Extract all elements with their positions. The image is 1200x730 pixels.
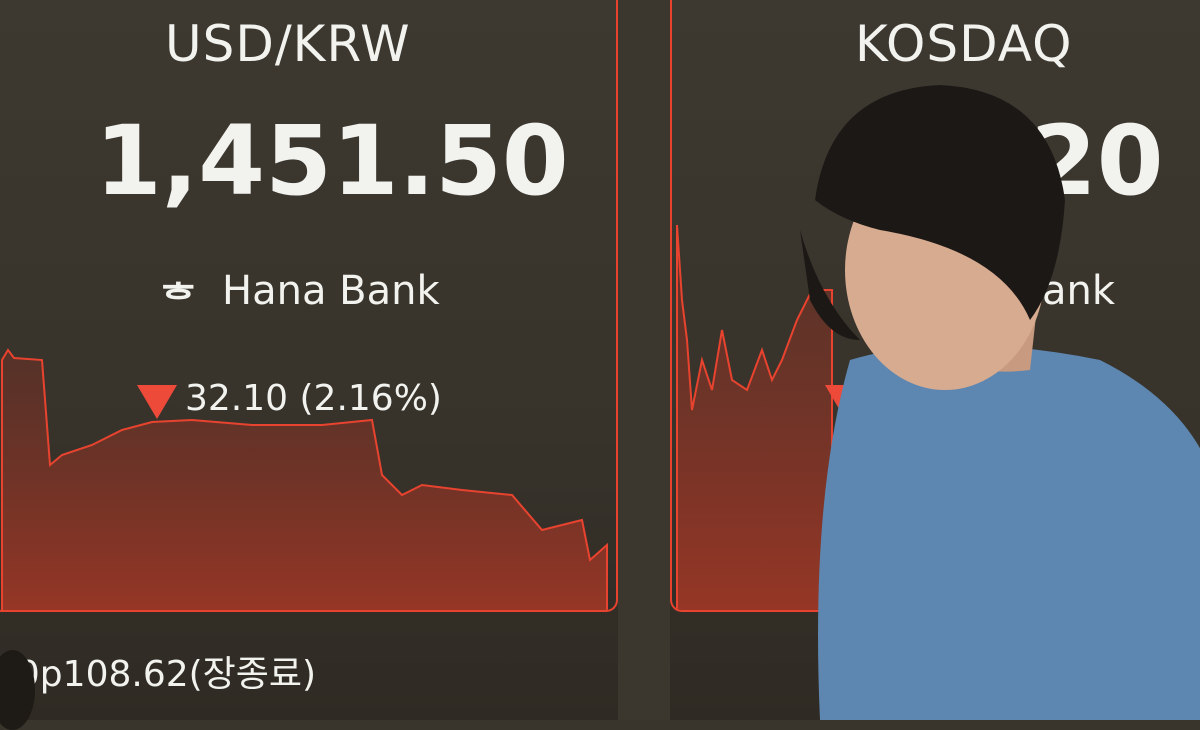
kosdaq-bank: ank: [1042, 268, 1116, 314]
ticker-text: 70p108.62(장종료): [0, 654, 317, 695]
bank-logo-icon: ᄒ: [160, 278, 197, 324]
usd-krw-change: 32.10 (2.16%): [185, 378, 442, 419]
kosdaq-line: [676, 224, 833, 610]
screen-divider: [618, 0, 670, 720]
usd-krw-value: 1,451.50: [95, 105, 569, 217]
usd-krw-panel: [0, 0, 618, 612]
kosdaq-chart: [676, 224, 833, 610]
usd-krw-chart: [1, 348, 608, 610]
down-triangle-icon: [137, 385, 177, 419]
kosdaq-title: KOSDAQ: [855, 15, 1073, 73]
usd-krw-line: [1, 348, 608, 610]
usd-krw-title: USD/KRW: [165, 15, 411, 73]
person-head-partial: [0, 650, 35, 730]
person-silhouette: [800, 85, 1200, 720]
usd-krw-bank: Hana Bank: [222, 268, 440, 314]
